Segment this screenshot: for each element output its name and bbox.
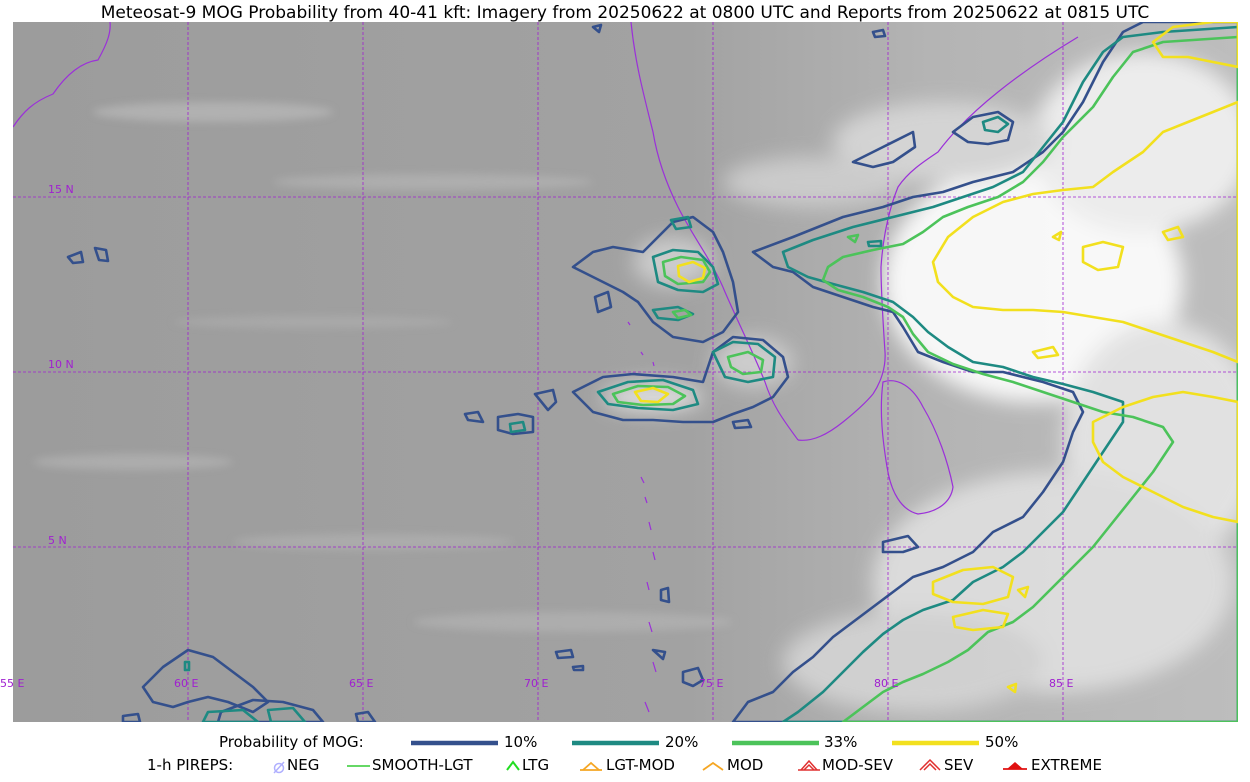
lon-label-70e: 70 E <box>524 677 549 690</box>
coastlines <box>13 22 1079 713</box>
pirep-label-extreme: EXTREME <box>1031 756 1102 774</box>
mod-icon <box>702 761 724 771</box>
pirep-label-ltg: LTG <box>522 756 550 774</box>
pirep-label-lgt-mod: LGT-MOD <box>606 756 675 774</box>
lon-label-60e: 60 E <box>174 677 199 690</box>
sri-lanka <box>880 380 954 515</box>
contour-20pct <box>183 25 1238 722</box>
pirep-label-neg: NEG <box>287 756 320 774</box>
legend-line-20pct <box>572 740 659 746</box>
cloud-streaks <box>33 102 733 632</box>
legend-line-10pct <box>411 740 498 746</box>
probability-legend-title: Probability of MOG: <box>219 733 364 751</box>
legend-line-50pct <box>892 740 979 746</box>
map-title: Meteosat-9 MOG Probability from 40-41 kf… <box>100 3 1150 23</box>
india-west-coast <box>630 22 799 441</box>
contour-50pct <box>633 22 1238 694</box>
lakshadweep <box>627 321 655 367</box>
contour-10pct <box>66 22 1238 722</box>
lon-label-85e: 85 E <box>1049 677 1074 690</box>
legend-label-50pct: 50% <box>985 733 1019 751</box>
mod-sev-icon <box>798 759 820 771</box>
pirep-label-sev: SEV <box>944 756 974 774</box>
lat-label-15n: 15 N <box>48 183 74 196</box>
extreme-icon <box>1003 762 1027 770</box>
lat-label-10n: 10 N <box>48 358 74 371</box>
pirep-label-mod: MOD <box>727 756 764 774</box>
legend-label-33pct: 33% <box>824 733 858 751</box>
legend-line-33pct <box>732 740 819 746</box>
contour-33pct <box>611 35 1238 722</box>
satellite-map <box>13 22 1238 722</box>
pireps-legend-title: 1-h PIREPS: <box>147 756 234 774</box>
maldives <box>640 476 657 713</box>
lon-label-80e: 80 E <box>874 677 899 690</box>
sev-icon <box>919 758 941 771</box>
legend-label-20pct: 20% <box>665 733 699 751</box>
india-south-tip <box>797 393 874 441</box>
legend-label-10pct: 10% <box>504 733 538 751</box>
ltg-icon <box>506 760 520 771</box>
india-east-coast <box>872 36 1079 395</box>
probability-legend: Probability of MOG: 10% 20% 33% 50% <box>0 733 1250 753</box>
lon-label-55e: 55 E <box>0 677 25 690</box>
lon-label-75e: 75 E <box>699 677 724 690</box>
lat-label-5n: 5 N <box>48 534 67 547</box>
graticule <box>13 22 1238 722</box>
pireps-legend: 1-h PIREPS: NEG SMOOTH-LGT LTG LGT-MOD M… <box>0 756 1250 776</box>
pirep-label-mod-sev: MOD-SEV <box>822 756 893 774</box>
lgt-mod-icon <box>580 761 602 771</box>
arabia-coast <box>13 22 111 128</box>
pirep-label-smooth-lgt: SMOOTH-LGT <box>372 756 473 774</box>
neg-icon <box>273 761 285 774</box>
lon-label-65e: 65 E <box>349 677 374 690</box>
smooth-lgt-icon <box>347 765 370 767</box>
